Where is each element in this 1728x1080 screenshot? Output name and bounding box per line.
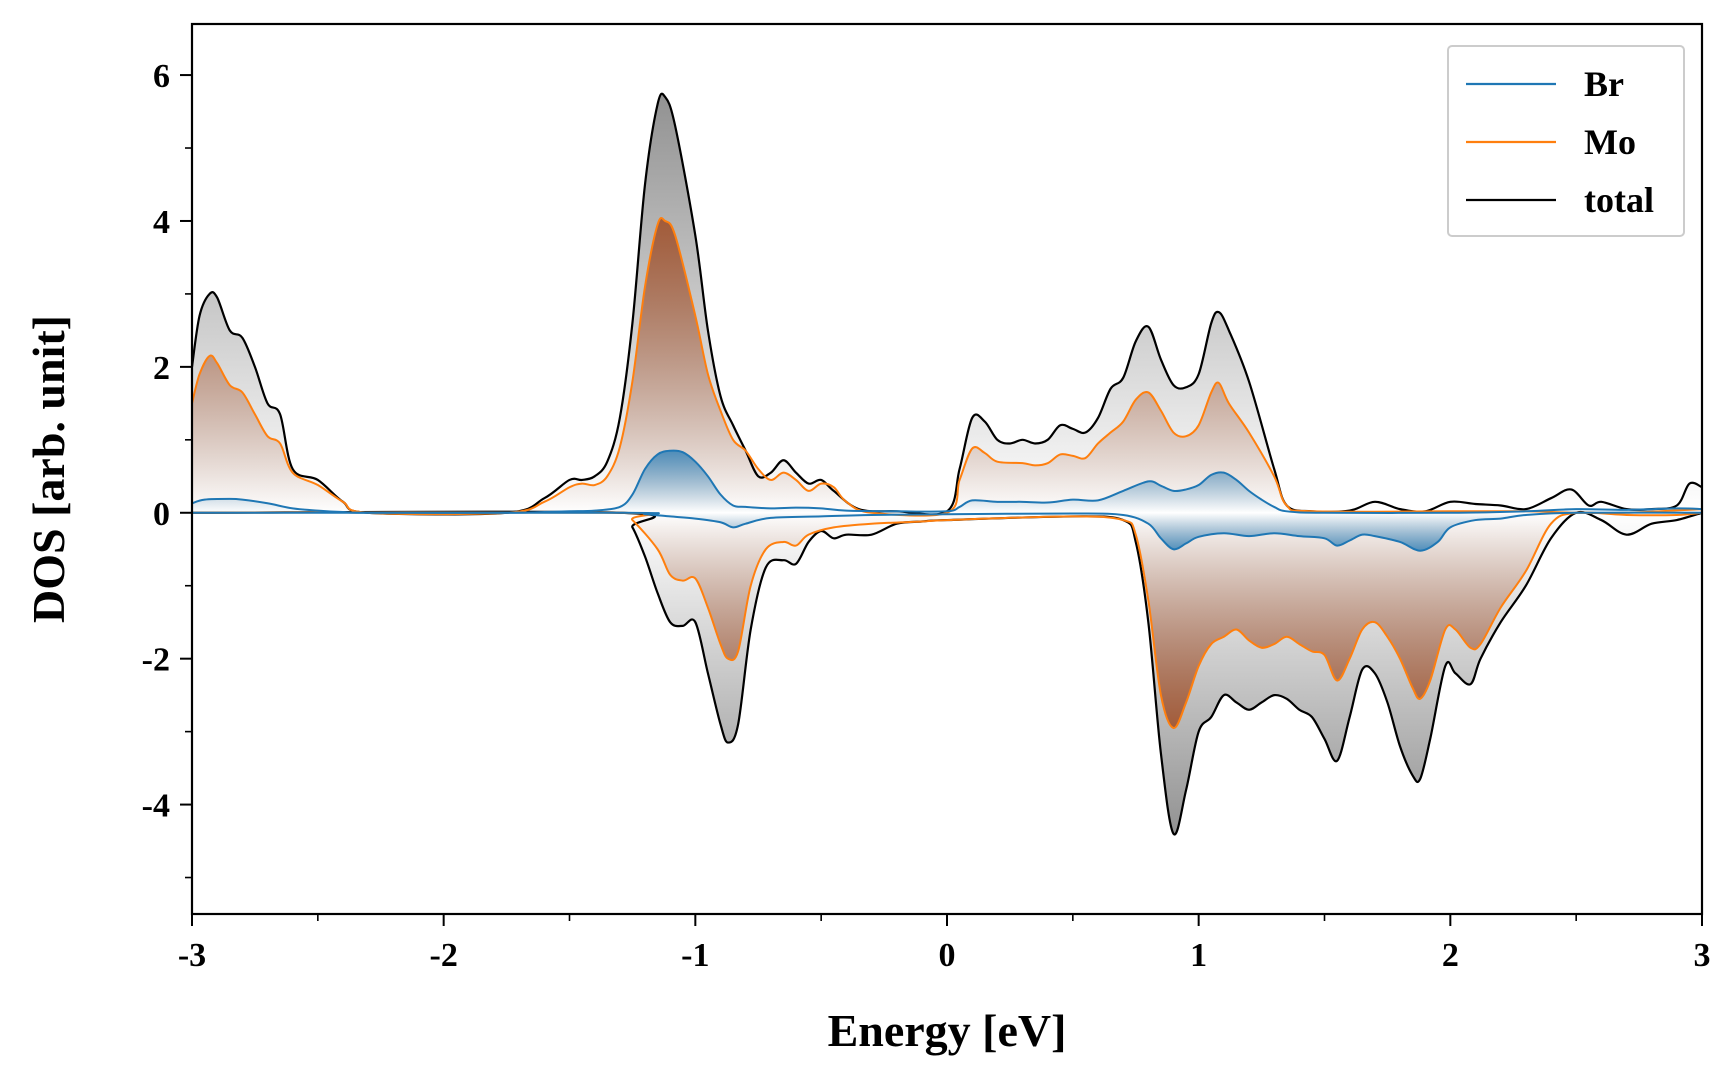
legend: Br Mo total (1447, 45, 1685, 237)
x-tick-label: 3 (1694, 937, 1711, 974)
fill-mo-spin-up (192, 217, 1702, 516)
x-tick-label: 1 (1190, 937, 1207, 974)
line-mo-spin-up (191, 217, 1703, 517)
fill-br-spin-down (192, 512, 1702, 551)
x-tick-label: -1 (681, 937, 709, 974)
y-tick-label: 4 (153, 204, 170, 241)
fill-mo-spin-down (192, 512, 1702, 729)
line-total-spin-up (190, 92, 1703, 516)
lines-layer (190, 92, 1703, 836)
line-total-spin-down (191, 510, 1703, 836)
ticks-layer: -3 -2 -1 0 1 2 3 -4 -2 0 2 4 6 (142, 58, 1711, 974)
legend-label-mo: Mo (1584, 122, 1636, 162)
x-axis-title: Energy [eV] (828, 1005, 1067, 1056)
x-tick-label: 2 (1442, 937, 1459, 974)
line-mo-spin-down (191, 511, 1703, 729)
y-tick-label: 2 (153, 350, 170, 387)
fills-layer (192, 93, 1702, 835)
legend-label-br: Br (1584, 64, 1624, 104)
y-axis-title: DOS [arb. unit] (23, 315, 74, 623)
line-br-spin-down (191, 511, 1703, 552)
legend-label-total: total (1584, 180, 1654, 220)
y-tick-label: -4 (142, 788, 170, 825)
legend-box (1447, 45, 1685, 237)
y-tick-label: 0 (153, 496, 170, 533)
x-tick-label: -2 (430, 937, 458, 974)
x-tick-label: 0 (939, 937, 956, 974)
y-tick-label: 6 (153, 58, 170, 95)
x-tick-label: -3 (178, 937, 206, 974)
y-tick-label: -2 (142, 642, 170, 679)
